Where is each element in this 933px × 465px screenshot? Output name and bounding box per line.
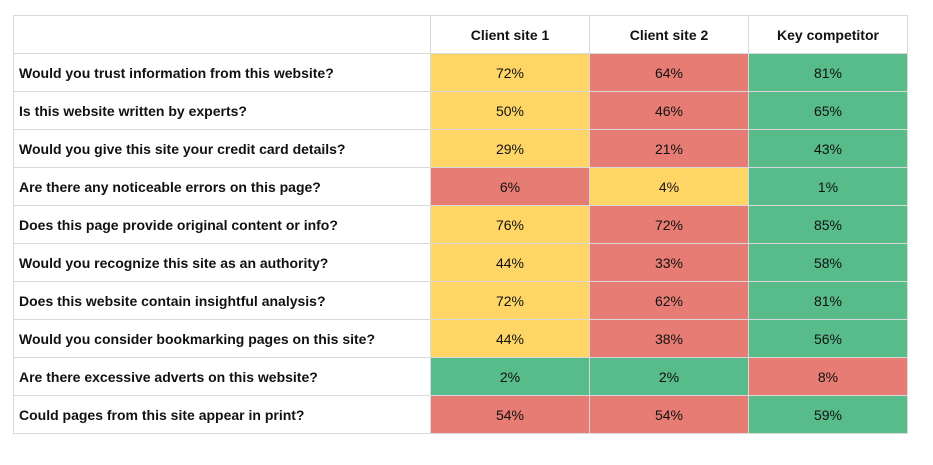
value-cell: 59% <box>748 395 908 434</box>
value-cell: 85% <box>748 205 908 244</box>
table-body: Would you trust information from this we… <box>13 53 908 434</box>
value-cell: 64% <box>589 53 749 92</box>
question-cell: Would you recognize this site as an auth… <box>13 243 431 282</box>
value-cell: 43% <box>748 129 908 168</box>
value-cell: 72% <box>589 205 749 244</box>
table-row: Is this website written by experts? 50% 46… <box>13 91 908 130</box>
value-cell: 44% <box>430 243 590 282</box>
table-row: Would you consider bookmarking pages on … <box>13 319 908 358</box>
value-cell: 58% <box>748 243 908 282</box>
column-header: Client site 2 <box>589 15 749 54</box>
value-cell: 46% <box>589 91 749 130</box>
question-cell: Would you trust information from this we… <box>13 53 431 92</box>
value-cell: 62% <box>589 281 749 320</box>
value-cell: 8% <box>748 357 908 396</box>
question-cell: Could pages from this site appear in pri… <box>13 395 431 434</box>
question-cell: Does this page provide original content … <box>13 205 431 244</box>
value-cell: 81% <box>748 281 908 320</box>
column-header: Client site 1 <box>430 15 590 54</box>
value-cell: 2% <box>589 357 749 396</box>
value-cell: 29% <box>430 129 590 168</box>
header-row: Client site 1 Client site 2 Key competit… <box>13 15 908 54</box>
question-cell: Would you consider bookmarking pages on … <box>13 319 431 358</box>
value-cell: 6% <box>430 167 590 206</box>
table-row: Would you give this site your credit car… <box>13 129 908 168</box>
question-cell: Would you give this site your credit car… <box>13 129 431 168</box>
column-header: Key competitor <box>748 15 908 54</box>
value-cell: 54% <box>430 395 590 434</box>
value-cell: 54% <box>589 395 749 434</box>
value-cell: 50% <box>430 91 590 130</box>
value-cell: 2% <box>430 357 590 396</box>
table-row: Would you recognize this site as an auth… <box>13 243 908 282</box>
table-row: Could pages from this site appear in pri… <box>13 395 908 434</box>
value-cell: 4% <box>589 167 749 206</box>
value-cell: 38% <box>589 319 749 358</box>
value-cell: 72% <box>430 53 590 92</box>
value-cell: 56% <box>748 319 908 358</box>
value-cell: 72% <box>430 281 590 320</box>
value-cell: 76% <box>430 205 590 244</box>
question-cell: Is this website written by experts? <box>13 91 431 130</box>
table-row: Does this website contain insightful ana… <box>13 281 908 320</box>
value-cell: 81% <box>748 53 908 92</box>
value-cell: 33% <box>589 243 749 282</box>
header-corner-cell <box>13 15 431 54</box>
results-table-container: Client site 1 Client site 2 Key competit… <box>13 15 908 434</box>
table-row: Are there excessive adverts on this webs… <box>13 357 908 396</box>
value-cell: 1% <box>748 167 908 206</box>
table-row: Are there any noticeable errors on this … <box>13 167 908 206</box>
value-cell: 65% <box>748 91 908 130</box>
results-table: Client site 1 Client site 2 Key competit… <box>13 15 908 434</box>
question-cell: Does this website contain insightful ana… <box>13 281 431 320</box>
value-cell: 44% <box>430 319 590 358</box>
table-row: Would you trust information from this we… <box>13 53 908 92</box>
value-cell: 21% <box>589 129 749 168</box>
question-cell: Are there excessive adverts on this webs… <box>13 357 431 396</box>
question-cell: Are there any noticeable errors on this … <box>13 167 431 206</box>
table-row: Does this page provide original content … <box>13 205 908 244</box>
